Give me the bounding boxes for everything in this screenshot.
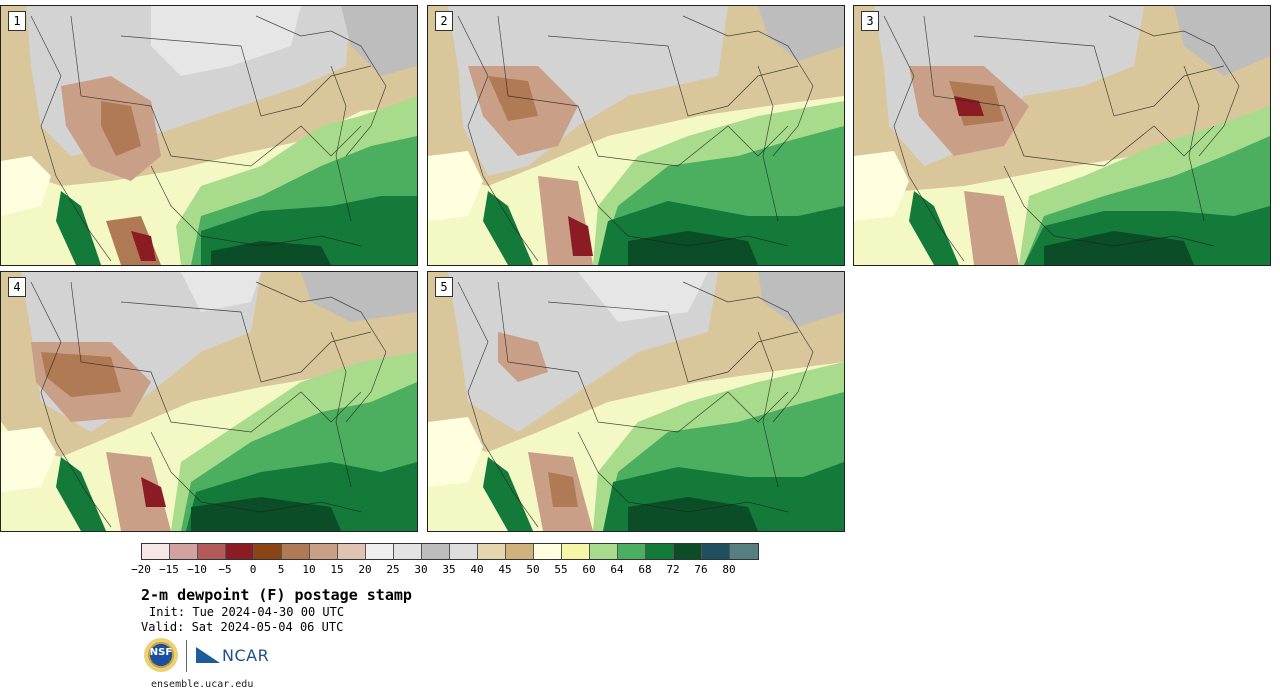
colorbar-swatch — [282, 544, 310, 559]
dewpoint-map-3 — [854, 6, 1270, 265]
colorbar-tick-label: −15 — [159, 563, 179, 576]
colorbar-swatch — [394, 544, 422, 559]
colorbar-swatch — [730, 544, 758, 559]
stamp-number: 2 — [435, 11, 453, 31]
colorbar-swatch — [310, 544, 338, 559]
colorbar-swatch — [422, 544, 450, 559]
colorbar-swatch — [674, 544, 702, 559]
product-title: 2-m dewpoint (F) postage stamp — [141, 586, 412, 604]
dewpoint-map-1 — [1, 6, 417, 265]
stamp-panel-5[interactable]: 5 — [427, 271, 845, 532]
colorbar-tick-label: 0 — [249, 563, 257, 576]
colorbar-tick-label: 64 — [610, 563, 624, 576]
init-time: Init: Tue 2024-04-30 00 UTC — [149, 605, 345, 619]
colorbar-swatch — [198, 544, 226, 559]
logo-divider — [186, 640, 187, 672]
stamp-number: 5 — [435, 277, 453, 297]
colorbar-tick-label: 5 — [277, 563, 285, 576]
colorbar-ticks: −20 −15 −10 −5 0 5 10 15 20 25 30 35 40 45 50 55 60 64 68 7… — [131, 563, 757, 577]
colorbar-swatch — [226, 544, 254, 559]
colorbar-swatch — [338, 544, 366, 559]
valid-time: Valid: Sat 2024-05-04 06 UTC — [141, 620, 344, 634]
colorbar-tick-label: 55 — [554, 563, 568, 576]
stamp-panel-4[interactable]: 4 — [0, 271, 418, 532]
sponsor-logos: NSF NCAR — [144, 638, 274, 674]
colorbar-tick-label: 40 — [470, 563, 484, 576]
colorbar-tick-label: 20 — [358, 563, 372, 576]
colorbar-swatch — [562, 544, 590, 559]
site-link[interactable]: ensemble.ucar.edu — [151, 679, 254, 690]
colorbar-swatch — [142, 544, 170, 559]
colorbar-swatch — [646, 544, 674, 559]
colorbar-swatch — [590, 544, 618, 559]
colorbar-swatch — [478, 544, 506, 559]
colorbar-tick-label: 72 — [666, 563, 680, 576]
colorbar-tick-label: 68 — [638, 563, 652, 576]
colorbar-tick-label: 15 — [330, 563, 344, 576]
stamp-number: 1 — [8, 11, 26, 31]
colorbar-tick-label: 45 — [498, 563, 512, 576]
colorbar-tick-label: 76 — [694, 563, 708, 576]
stamp-panel-2[interactable]: 2 — [427, 5, 845, 266]
ncar-mark-icon — [196, 647, 220, 663]
colorbar-swatch — [450, 544, 478, 559]
colorbar-swatch — [366, 544, 394, 559]
ncar-logo-icon[interactable]: NCAR — [196, 644, 276, 668]
colorbar-swatch — [254, 544, 282, 559]
stamp-number: 4 — [8, 277, 26, 297]
colorbar-tick-label: 80 — [722, 563, 736, 576]
colorbar-swatch — [534, 544, 562, 559]
colorbar-tick-label: −20 — [131, 563, 151, 576]
colorbar-tick-label: 60 — [582, 563, 596, 576]
stamp-number: 3 — [861, 11, 879, 31]
stamp-panel-3[interactable]: 3 — [853, 5, 1271, 266]
colorbar-tick-label: 25 — [386, 563, 400, 576]
colorbar — [141, 543, 759, 560]
nsf-logo-text: NSF — [149, 647, 173, 658]
colorbar-swatch — [506, 544, 534, 559]
colorbar-tick-label: −5 — [218, 563, 232, 576]
nsf-logo-icon[interactable]: NSF — [144, 638, 178, 672]
colorbar-tick-label: 50 — [526, 563, 540, 576]
colorbar-swatch — [170, 544, 198, 559]
dewpoint-map-2 — [428, 6, 844, 265]
ncar-logo-text: NCAR — [222, 646, 270, 665]
colorbar-tick-label: 35 — [442, 563, 456, 576]
colorbar-swatch — [702, 544, 730, 559]
colorbar-tick-label: 30 — [414, 563, 428, 576]
stamp-panel-1[interactable]: 1 — [0, 5, 418, 266]
dewpoint-map-4 — [1, 272, 417, 531]
colorbar-swatch — [618, 544, 646, 559]
colorbar-tick-label: −10 — [187, 563, 207, 576]
colorbar-tick-label: 10 — [302, 563, 316, 576]
dewpoint-map-5 — [428, 272, 844, 531]
